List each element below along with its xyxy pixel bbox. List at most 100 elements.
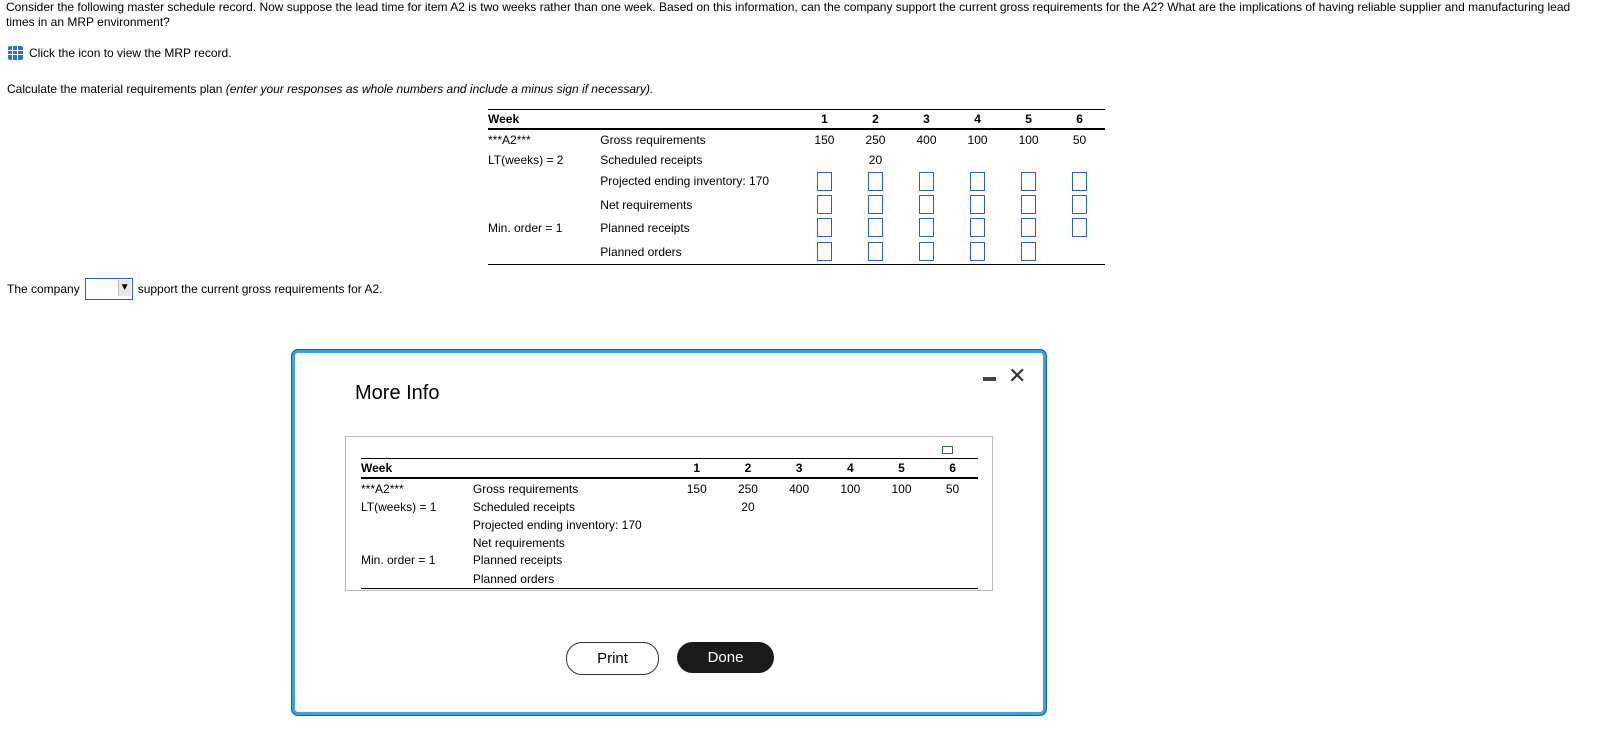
row-cell (1054, 216, 1105, 239)
row-cell (850, 169, 901, 193)
row-value: 250 (737, 481, 758, 496)
mrp-input[interactable] (970, 195, 986, 214)
row-value (774, 534, 825, 551)
row-value (799, 150, 850, 169)
mrp-table: Week 1 2 3 4 5 6 ***A2*** Gross requirements 150 2… (488, 109, 1105, 265)
mrp-input[interactable] (1021, 242, 1037, 261)
row-cell (1054, 169, 1105, 193)
mrp-input[interactable] (970, 242, 986, 261)
mrp-input[interactable] (867, 171, 883, 191)
support-dropdown[interactable]: ▼ (84, 278, 133, 300)
row-value (722, 516, 773, 534)
table-row: Net requirements (488, 193, 1105, 216)
mrp-input[interactable] (970, 218, 986, 237)
row-label: Net requirements (472, 535, 565, 550)
row-label: Gross requirements (472, 481, 579, 496)
row-cell (1003, 193, 1054, 216)
row-value: 100 (891, 481, 912, 496)
print-button[interactable]: Print (566, 642, 659, 675)
row-value (671, 516, 722, 534)
row-value (927, 498, 978, 516)
close-icon[interactable]: ✕ (1008, 363, 1027, 388)
mrp-input[interactable] (919, 195, 934, 214)
mrp-record-link[interactable]: Click the icon to view the MRP record. (8, 46, 232, 60)
table-icon[interactable] (8, 46, 23, 60)
empty-cell (488, 239, 600, 265)
row-value (952, 150, 1003, 169)
mrp-input[interactable] (919, 242, 934, 261)
row-value (774, 551, 825, 569)
row-value (927, 534, 978, 551)
instruction: Calculate the material requirements plan… (7, 82, 653, 96)
table-row: Min. order = 1 Planned receipts (361, 551, 978, 569)
row-value: 100 (967, 133, 988, 147)
mrp-input[interactable] (919, 218, 934, 237)
mrp-input[interactable] (1072, 195, 1088, 214)
mrp-input[interactable] (1021, 195, 1037, 214)
instruction-note: (enter your responses as whole numbers a… (225, 82, 654, 96)
row-value (927, 569, 978, 589)
answer-sentence: The company ▼ support the current gross … (7, 278, 383, 300)
row-cell (901, 169, 952, 193)
mrp-input[interactable] (919, 171, 934, 191)
week-number: 3 (900, 109, 953, 130)
spacer (600, 109, 799, 130)
row-value (876, 516, 927, 534)
row-value (876, 534, 927, 551)
minimize-icon[interactable] (983, 377, 996, 381)
mrp-input[interactable] (867, 195, 883, 214)
row-value: 250 (865, 133, 886, 147)
answer-prefix: The company (7, 282, 80, 296)
dialog-title: More Info (355, 382, 440, 404)
row-value: 100 (840, 481, 861, 496)
row-cell (1003, 216, 1054, 239)
week-number: 1 (671, 458, 723, 479)
row-value (901, 150, 952, 169)
chevron-down-icon: ▼ (117, 280, 131, 296)
mrp-input[interactable] (867, 242, 883, 261)
row-value (1054, 150, 1105, 169)
row-cell (952, 169, 1003, 193)
lead-time: LT(weeks) = 1 (361, 500, 437, 514)
row-value (825, 551, 876, 569)
table-row: Planned orders (488, 239, 1105, 265)
week-number: 2 (849, 109, 901, 130)
item-name: ***A2*** (361, 481, 404, 496)
row-value: 150 (686, 481, 707, 496)
mrp-input[interactable] (816, 218, 832, 237)
row-value: 20 (741, 500, 755, 514)
answer-suffix: support the current gross requirements f… (137, 282, 383, 296)
week-label: Week (361, 458, 473, 479)
row-label: Planned orders (600, 244, 682, 259)
mrp-input[interactable] (1072, 218, 1088, 237)
done-button[interactable]: Done (677, 642, 774, 673)
mrp-input[interactable] (867, 218, 883, 237)
row-value: 50 (1072, 133, 1087, 147)
row-value (722, 534, 773, 551)
row-label: Net requirements (600, 197, 693, 212)
row-value (774, 498, 825, 516)
mrp-input[interactable] (816, 171, 832, 191)
mrp-input[interactable] (816, 242, 832, 261)
week-number: 4 (952, 109, 1004, 130)
mrp-input[interactable] (1072, 171, 1088, 191)
row-cell (799, 239, 850, 265)
row-cell (901, 216, 952, 239)
mrp-input[interactable] (970, 171, 986, 191)
week-number: 6 (927, 458, 978, 479)
header-row: Week 1 2 3 4 5 6 (361, 458, 978, 479)
row-value (1003, 150, 1054, 169)
popout-icon[interactable] (942, 446, 953, 454)
empty-cell (488, 169, 600, 193)
mrp-input[interactable] (1021, 218, 1037, 237)
row-value: 400 (916, 133, 937, 147)
week-number: 4 (824, 458, 876, 479)
week-label: Week (488, 109, 601, 130)
row-value: 50 (945, 481, 960, 496)
more-info-dialog: More Info ✕ Week 1 2 3 4 5 6 ***A2*** Gross requ… (292, 350, 1046, 715)
mrp-input[interactable] (1021, 171, 1037, 191)
table-row: Projected ending inventory: 170 (488, 169, 1105, 193)
row-value: 100 (1018, 133, 1039, 147)
mrp-input[interactable] (816, 195, 832, 214)
row-cell (952, 216, 1003, 239)
